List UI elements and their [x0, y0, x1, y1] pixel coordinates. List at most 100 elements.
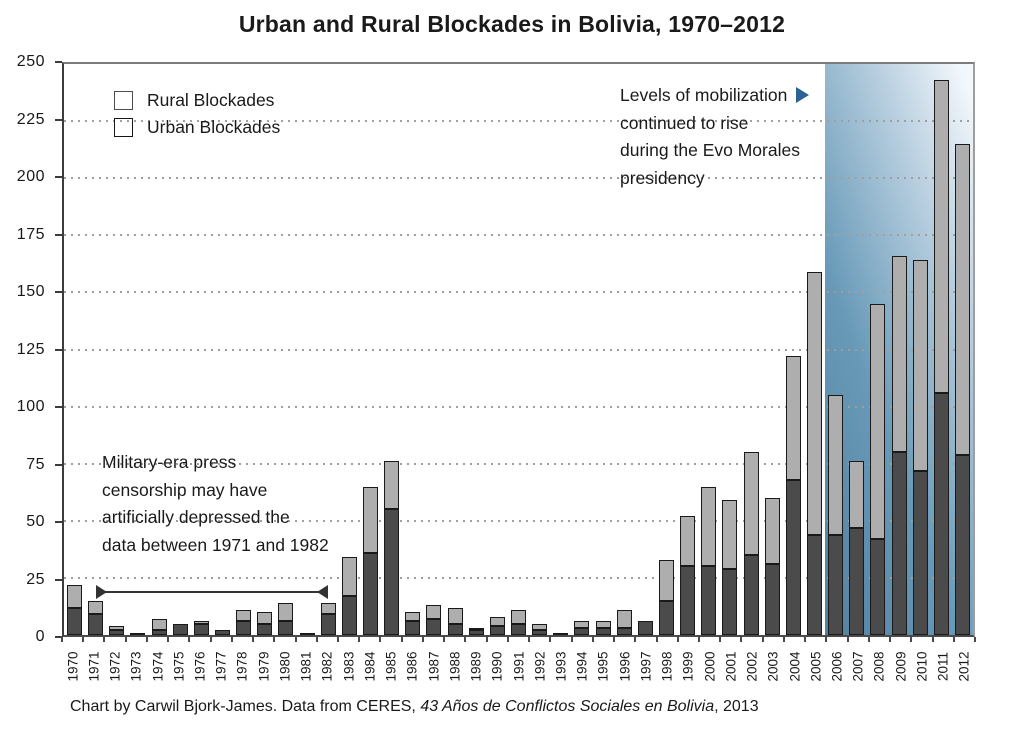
gridline-125 — [64, 348, 973, 351]
x-tick — [421, 637, 424, 642]
bar-1976-urban — [193, 623, 209, 635]
bar-2009-rural — [891, 255, 907, 453]
y-tick-label-100: 100 — [16, 398, 45, 415]
y-tick-label-175: 175 — [16, 225, 45, 243]
x-tick-label-2007: 2007 — [850, 651, 866, 682]
x-tick — [931, 637, 934, 642]
x-tick — [294, 637, 297, 642]
legend: Rural Blockades Urban Blockades — [114, 90, 280, 144]
x-tick — [740, 637, 743, 642]
x-tick — [506, 637, 509, 642]
bar-2005-rural — [806, 271, 822, 535]
bar-2001-rural — [722, 500, 738, 569]
x-tick — [867, 637, 870, 642]
x-tick — [443, 637, 446, 642]
x-tick — [591, 637, 594, 642]
bar-1973-urban — [130, 632, 146, 635]
bar-1996-rural — [616, 609, 632, 629]
bar-2008-rural — [870, 303, 886, 540]
bar-1990-urban — [489, 625, 505, 635]
x-tick — [379, 637, 382, 642]
x-tick — [676, 637, 679, 642]
x-tick-label-1990: 1990 — [489, 651, 505, 682]
x-tick-label-1993: 1993 — [553, 651, 569, 682]
censorship-annotation: Military-era press censorship may have a… — [102, 449, 329, 559]
x-tick-label-1992: 1992 — [532, 651, 548, 682]
bar-1988-urban — [447, 623, 463, 635]
caption-book-title: 43 Años de Conflictos Sociales en Bolivi… — [420, 698, 715, 715]
x-tick-label-1987: 1987 — [426, 651, 442, 682]
x-tick — [273, 637, 276, 642]
bar-1998-rural — [658, 559, 674, 601]
bar-1989-urban — [468, 630, 484, 635]
x-tick — [485, 637, 488, 642]
x-tick — [315, 637, 318, 642]
x-tick-label-2003: 2003 — [765, 651, 781, 682]
y-axis-labels: 0 25 50 75 100 125 150 175 200 225 250 — [0, 53, 54, 645]
x-tick-label-2006: 2006 — [829, 651, 845, 682]
bar-1992-urban — [532, 630, 548, 635]
y-tick-label-75: 75 — [26, 455, 45, 473]
y-tick — [55, 233, 62, 236]
annotation-line: data between 1971 and 1982 — [102, 534, 329, 555]
x-tick-label-1978: 1978 — [234, 651, 250, 682]
bar-1979-urban — [257, 623, 273, 635]
caption-prefix: Chart by Carwil Bjork-James. Data from C… — [70, 698, 421, 715]
bar-1982-urban — [320, 614, 336, 635]
x-tick — [358, 637, 361, 642]
x-tick — [252, 637, 255, 642]
x-tick — [613, 637, 616, 642]
bar-2001-urban — [722, 568, 738, 635]
bar-1995-urban — [595, 628, 611, 635]
bracket-arrowhead-left — [95, 585, 107, 599]
x-tick — [145, 637, 148, 642]
y-tick — [55, 578, 62, 581]
bar-2009-urban — [891, 452, 907, 635]
gridline-100 — [64, 405, 973, 408]
x-tick-label-1988: 1988 — [447, 651, 463, 682]
bar-1974-urban — [151, 630, 167, 635]
bar-2010-urban — [912, 470, 928, 635]
x-tick — [82, 637, 85, 642]
x-tick-label-1976: 1976 — [192, 651, 208, 682]
x-tick — [230, 637, 233, 642]
bar-1983-rural — [341, 557, 357, 597]
y-tick-label-0: 0 — [35, 628, 45, 645]
x-tick — [825, 637, 828, 642]
bar-1970-rural — [67, 584, 83, 608]
y-tick — [55, 521, 62, 523]
bar-1981-urban — [299, 632, 315, 635]
bar-1983-urban — [341, 596, 357, 635]
bar-1982-rural — [320, 603, 336, 615]
gridline-75 — [64, 462, 973, 465]
bar-1990-rural — [489, 616, 505, 626]
bar-2002-urban — [743, 555, 759, 635]
bar-2004-urban — [785, 479, 801, 635]
x-tick — [952, 637, 955, 642]
x-tick — [570, 637, 573, 642]
bar-1975-urban — [172, 623, 188, 635]
bar-2004-rural — [785, 356, 801, 480]
y-tick-label-200: 200 — [16, 168, 45, 185]
gridline-25 — [64, 576, 973, 579]
bar-2002-rural — [743, 452, 759, 556]
bar-1986-rural — [405, 612, 421, 622]
x-tick-label-1973: 1973 — [128, 651, 144, 682]
y-tick — [55, 291, 62, 293]
x-tick — [761, 637, 764, 642]
gridline-225 — [64, 120, 973, 123]
y-tick — [55, 118, 62, 121]
bar-2006-rural — [828, 395, 844, 535]
x-tick-label-1999: 1999 — [680, 651, 696, 682]
y-tick — [55, 348, 62, 351]
x-tick — [634, 637, 637, 642]
x-tick — [846, 637, 849, 642]
gridline-150 — [64, 291, 973, 294]
y-tick-label-150: 150 — [16, 283, 45, 300]
x-tick-label-1991: 1991 — [511, 651, 526, 682]
x-tick-label-1982: 1982 — [319, 651, 335, 682]
bar-1999-rural — [680, 516, 696, 567]
x-tick — [167, 637, 170, 642]
bar-1985-rural — [384, 461, 400, 510]
x-tick-label-1980: 1980 — [277, 651, 293, 682]
